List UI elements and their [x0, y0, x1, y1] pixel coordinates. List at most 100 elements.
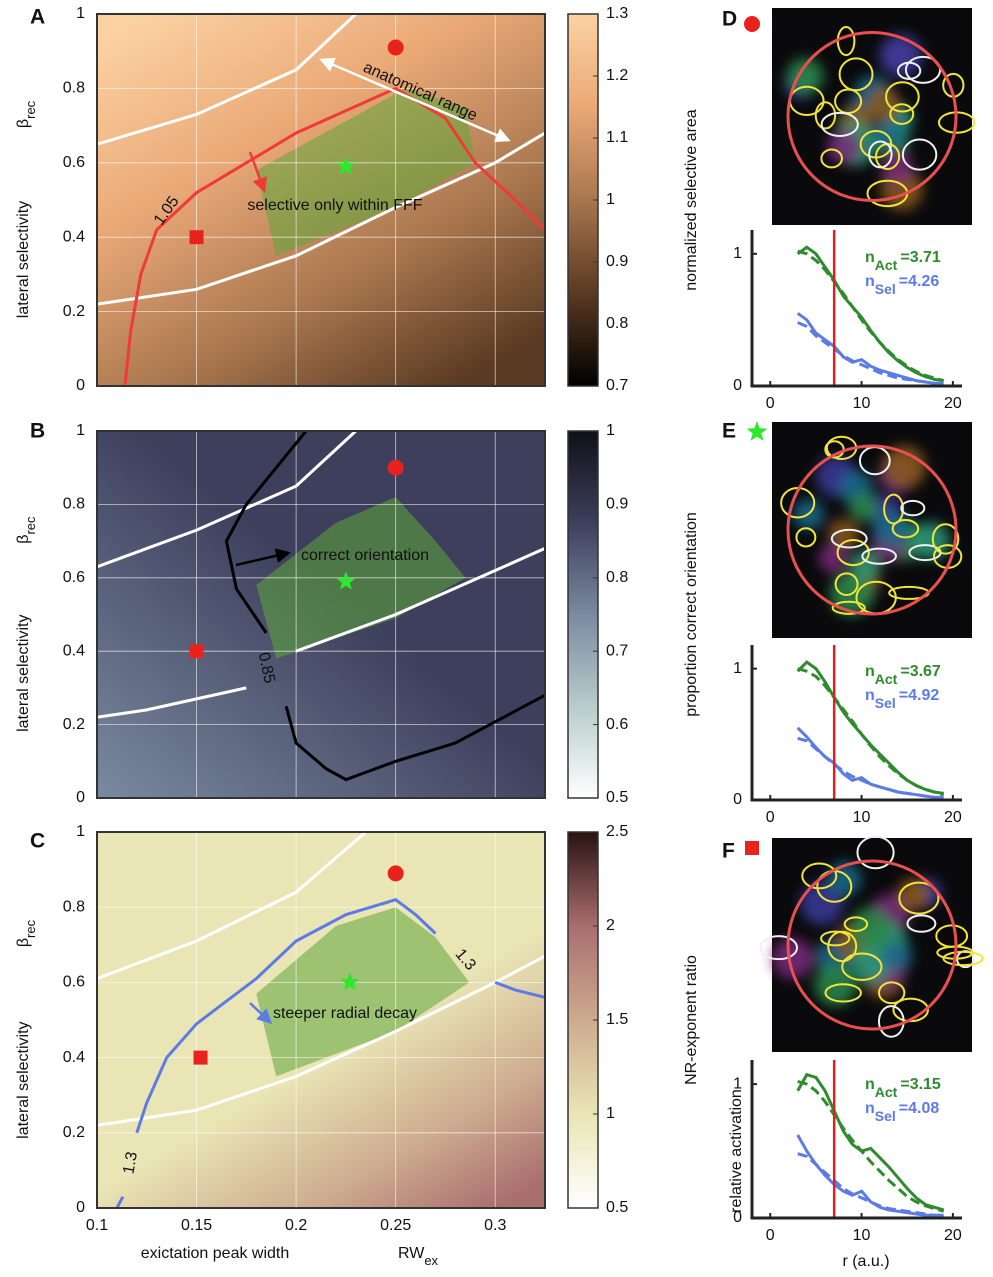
image-blob	[871, 510, 910, 548]
image-contour	[901, 138, 938, 171]
series-line	[797, 736, 944, 799]
image-blob	[818, 543, 849, 573]
image-blob	[827, 129, 862, 164]
y-tick-label: 0.2	[63, 716, 85, 733]
marker-star	[340, 972, 360, 991]
image-blob	[881, 941, 912, 972]
stat-label: nAct =3.15	[865, 1076, 941, 1099]
stat-subscript: Sel	[875, 281, 896, 297]
y-tick-label: 1	[76, 5, 85, 22]
contour-line	[123, 86, 545, 386]
image-contour	[891, 518, 920, 539]
colorbar-tick-label: 0.7	[606, 377, 628, 394]
x-tick-label: 20	[944, 809, 962, 826]
image-blob	[827, 518, 859, 550]
annotation: steeper radial decay	[273, 1005, 417, 1022]
marker-square	[189, 644, 204, 659]
colorbar-tick-label: 2	[606, 917, 615, 934]
y-tick-label: 1	[76, 823, 85, 840]
colorbar-tick-label: 1.3	[606, 5, 628, 22]
x-axis-label: exictation peak width	[141, 1245, 290, 1262]
ffff-circle	[786, 31, 958, 202]
contour-line	[115, 898, 545, 1208]
arrow	[249, 1002, 273, 1025]
colorbar-label: NR-exponent ratio	[683, 955, 700, 1085]
panel-letter: B	[30, 420, 45, 443]
contour-line	[224, 431, 545, 782]
image-contour	[935, 924, 969, 948]
x-tick-label: 0.2	[285, 1217, 307, 1234]
image-contour	[889, 103, 915, 125]
y-tick-label: 0	[76, 377, 85, 394]
stat-symbol: n	[865, 663, 875, 680]
stat-label: nSel =4.08	[865, 1100, 939, 1123]
y-axis-label: lateral selectivity	[15, 201, 32, 318]
x-tick-label: 10	[853, 395, 871, 412]
plot-frame	[96, 831, 546, 1209]
plot-area	[97, 431, 545, 798]
stat-subscript: Sel	[875, 695, 896, 711]
image-contour	[942, 950, 984, 967]
stat-value: =4.26	[899, 273, 940, 290]
subscript: rec	[23, 100, 38, 119]
image-contour	[830, 528, 868, 549]
x-tick-label: 0.3	[484, 1217, 506, 1234]
x-tick-label: 10	[853, 1227, 871, 1244]
panel-letter: F	[722, 840, 735, 863]
y-tick-label: 0.2	[63, 303, 85, 320]
image-contour	[885, 81, 920, 113]
y-tick-label: 1	[76, 422, 85, 439]
image-contour	[856, 835, 895, 870]
series-line	[796, 312, 944, 385]
subscript: ex	[424, 1253, 438, 1268]
series-line	[797, 321, 944, 385]
activity-image	[772, 422, 972, 638]
y-tick-label: 1	[733, 1075, 742, 1092]
text-part: β	[15, 938, 32, 947]
y-tick-label: 0	[76, 1199, 85, 1216]
image-contour	[834, 572, 859, 597]
image-contour	[834, 88, 863, 115]
image-contour	[841, 952, 883, 981]
stat-value: =3.71	[900, 249, 941, 266]
image-contour	[883, 493, 904, 525]
ffff-circle	[786, 444, 958, 616]
y-tick-label: 0.6	[63, 154, 85, 171]
image-contour	[820, 111, 859, 137]
series-line	[796, 245, 944, 383]
colorbar-tick-label: 0.8	[606, 315, 628, 332]
colorbar-tick-label: 1.1	[606, 129, 628, 146]
anatomical-boundary	[97, 131, 545, 306]
image-contour	[859, 130, 893, 159]
marker-square	[193, 1050, 208, 1065]
image-blob	[882, 445, 927, 489]
x-tick-label: 20	[944, 1227, 962, 1244]
series-line	[796, 660, 944, 795]
panel-letter: C	[30, 830, 45, 853]
stat-subscript: Act	[875, 671, 898, 687]
x-tick-label: 10	[853, 809, 871, 826]
marker-square	[189, 230, 204, 245]
x-tick-label: 0.1	[86, 1217, 108, 1234]
contour-label: 1.3	[120, 1150, 141, 1175]
subscript: rec	[23, 516, 38, 535]
contour-label: 0.85	[255, 651, 278, 685]
stat-label: nSel =4.26	[865, 273, 939, 296]
arrow	[319, 57, 511, 143]
image-blob	[881, 151, 913, 184]
image-blob	[850, 550, 881, 581]
arrow	[235, 548, 291, 567]
colorbar-tick-label: 2.5	[606, 823, 628, 840]
x-tick-label: 0	[766, 1227, 775, 1244]
anatomical-boundary	[97, 954, 545, 1127]
image-blob	[772, 937, 814, 979]
y-tick-label: 0	[733, 377, 742, 394]
image-contour	[801, 862, 838, 890]
image-blob	[848, 492, 879, 522]
colorbar-tick-label: 0.9	[606, 253, 628, 270]
y-axis-symbol: βrec	[15, 100, 38, 128]
panel-letter: D	[722, 8, 737, 31]
colorbar-tick-label: 1.2	[606, 67, 628, 84]
image-blob	[800, 881, 844, 926]
stat-symbol: n	[865, 687, 875, 704]
